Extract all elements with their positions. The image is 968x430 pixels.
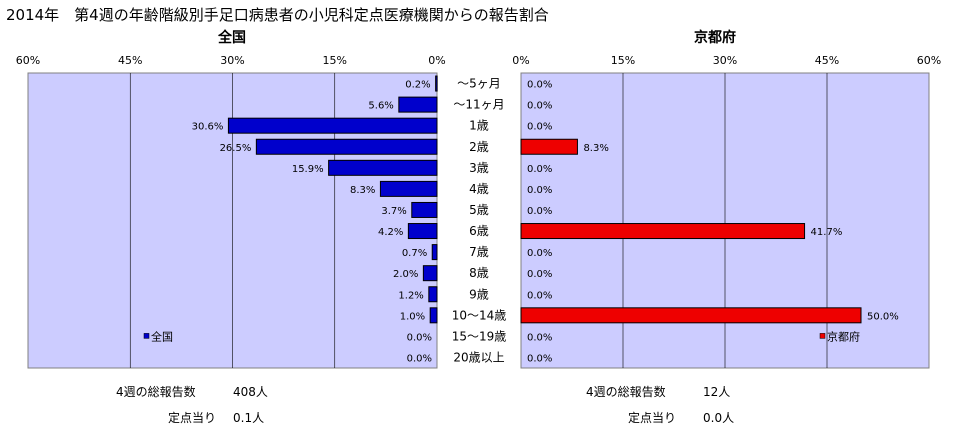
national-panel-title: 全国	[217, 29, 246, 46]
national-bar	[435, 75, 438, 92]
national-total-value: 408人	[233, 385, 268, 399]
kyoto-bar	[520, 138, 578, 155]
category-label: 〜5ヶ月	[457, 77, 501, 91]
national-tick-label: 45%	[118, 54, 142, 67]
category-label: 7歳	[469, 245, 489, 259]
kyoto-value-label: 0.0%	[527, 122, 552, 133]
kyoto-tick-label: 60%	[917, 54, 941, 67]
national-bar	[431, 244, 438, 261]
category-label: 15〜19歳	[452, 329, 507, 343]
kyoto-total-label: 4週の総報告数	[586, 385, 666, 399]
national-value-label: 1.2%	[398, 290, 423, 301]
kyoto-value-label: 0.0%	[527, 80, 552, 91]
kyoto-tick-label: 30%	[713, 54, 737, 67]
national-bar	[328, 159, 438, 176]
national-tick-label: 30%	[220, 54, 244, 67]
national-bar	[429, 307, 438, 324]
category-label: 20歳以上	[453, 350, 504, 364]
kyoto-panel-title: 京都府	[694, 29, 736, 46]
kyoto-value-label: 0.0%	[527, 164, 552, 175]
national-bar	[398, 96, 438, 113]
kyoto-per-site-value: 0.0人	[703, 411, 735, 425]
kyoto-legend-label: 京都府	[827, 329, 860, 343]
national-bar	[227, 117, 438, 134]
category-label: 9歳	[469, 287, 489, 301]
national-tick-label: 0%	[428, 54, 445, 67]
national-bar	[407, 223, 438, 240]
kyoto-value-label: 0.0%	[527, 353, 552, 364]
kyoto-tick-label: 0%	[512, 54, 529, 67]
kyoto-total-value: 12人	[703, 385, 731, 399]
national-value-label: 0.0%	[407, 353, 432, 364]
national-value-label: 5.6%	[368, 101, 393, 112]
category-label: 4歳	[469, 182, 489, 196]
kyoto-value-label: 0.0%	[527, 206, 552, 217]
kyoto-tick-label: 45%	[815, 54, 839, 67]
category-label: 1歳	[469, 119, 489, 133]
kyoto-value-label: 0.0%	[527, 269, 552, 280]
national-value-label: 8.3%	[350, 185, 375, 196]
national-per-site-value: 0.1人	[233, 411, 265, 425]
national-legend-swatch	[143, 333, 150, 339]
page-title: 2014年 第4週の年齢階級別手足口病患者の小児科定点医療機関からの報告割合	[6, 6, 549, 24]
category-label: 2歳	[469, 140, 489, 154]
kyoto-value-label: 50.0%	[867, 311, 899, 322]
kyoto-value-label: 0.0%	[527, 185, 552, 196]
national-value-label: 2.0%	[393, 269, 418, 280]
kyoto-per-site-label: 定点当り	[628, 411, 677, 425]
national-per-site-label: 定点当り	[168, 411, 217, 425]
kyoto-tick-label: 15%	[611, 54, 635, 67]
national-bar	[428, 286, 438, 303]
national-value-label: 0.0%	[407, 332, 432, 343]
kyoto-value-label: 0.0%	[527, 332, 552, 343]
national-legend-label: 全国	[151, 329, 173, 343]
national-value-label: 15.9%	[292, 164, 324, 175]
category-label: 6歳	[469, 224, 489, 238]
kyoto-value-label: 0.0%	[527, 290, 552, 301]
national-value-label: 3.7%	[381, 206, 406, 217]
national-value-label: 4.2%	[378, 227, 403, 238]
category-label: 3歳	[469, 161, 489, 175]
national-value-label: 1.0%	[400, 311, 425, 322]
national-value-label: 26.5%	[220, 143, 252, 154]
kyoto-value-label: 8.3%	[583, 143, 608, 154]
kyoto-value-label: 0.0%	[527, 101, 552, 112]
category-label: 5歳	[469, 203, 489, 217]
kyoto-value-label: 41.7%	[811, 227, 843, 238]
national-tick-label: 60%	[16, 54, 40, 67]
category-label: 10〜14歳	[452, 308, 507, 322]
kyoto-value-label: 0.0%	[527, 248, 552, 259]
category-label: 8歳	[469, 266, 489, 280]
national-total-label: 4週の総報告数	[116, 385, 196, 399]
category-label: 〜11ヶ月	[453, 98, 504, 112]
kyoto-bar	[520, 223, 806, 240]
kyoto-legend-swatch	[819, 333, 826, 339]
national-value-label: 30.6%	[192, 122, 224, 133]
national-bar	[255, 138, 438, 155]
national-value-label: 0.2%	[405, 80, 430, 91]
national-bar	[379, 180, 438, 197]
national-value-label: 0.7%	[402, 248, 427, 259]
national-bar	[422, 265, 438, 282]
national-tick-label: 15%	[323, 54, 347, 67]
kyoto-bar	[520, 307, 862, 324]
national-bar	[411, 201, 438, 218]
